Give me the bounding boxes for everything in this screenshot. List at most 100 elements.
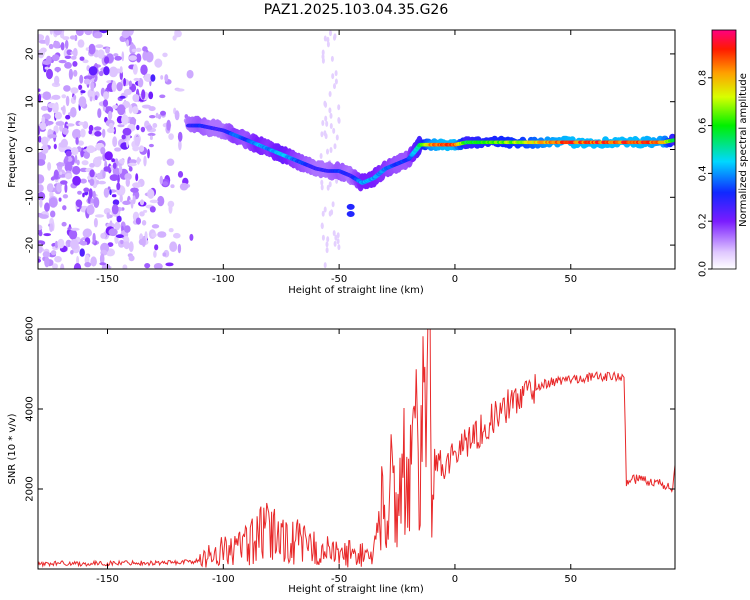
noise-blob <box>332 127 336 134</box>
noise-blob <box>93 217 98 228</box>
noise-blob <box>41 144 49 154</box>
noise-blob <box>84 262 92 268</box>
noise-blob <box>89 163 95 168</box>
noise-blob <box>113 53 119 57</box>
snr-background <box>38 329 675 569</box>
noise-blob <box>61 221 67 227</box>
noise-blob <box>135 47 142 53</box>
noise-blob <box>79 74 84 84</box>
noise-blob <box>38 135 42 143</box>
colorbar-ticks: 0.0 0.2 0.4 0.6 0.8 <box>698 70 712 277</box>
noise-blob <box>132 182 142 188</box>
noise-blob <box>109 174 119 182</box>
noise-blob <box>65 95 70 107</box>
noise-blob <box>38 184 44 193</box>
noise-blob <box>42 251 51 258</box>
noise-blob <box>328 181 332 188</box>
noise-blob <box>108 228 118 237</box>
noise-blob <box>119 95 126 99</box>
noise-blob <box>326 148 329 155</box>
noise-blob <box>141 89 146 100</box>
noise-blob <box>99 30 109 34</box>
noise-blob <box>73 263 82 269</box>
noise-blob <box>54 256 62 263</box>
noise-blob <box>167 200 175 208</box>
noise-blob <box>77 190 82 195</box>
snr-y-tick-label: 4000 <box>25 396 36 421</box>
noise-blob <box>335 134 339 141</box>
noise-blob <box>97 108 102 119</box>
noise-blob <box>331 201 335 208</box>
noise-blob <box>60 180 68 185</box>
noise-blob <box>97 180 106 185</box>
noise-blob <box>154 244 159 251</box>
noise-blob <box>140 126 146 133</box>
noise-blob <box>120 240 124 245</box>
noise-blob <box>78 96 87 108</box>
noise-blob <box>108 189 117 193</box>
noise-blob <box>49 223 54 233</box>
noise-blob <box>102 99 109 107</box>
noise-blob <box>323 262 327 269</box>
noise-blob <box>44 202 50 212</box>
noise-blob <box>116 215 122 223</box>
noise-blob <box>136 156 140 165</box>
snr-x-axis-label: Height of straight line (km) <box>288 584 424 595</box>
noise-blob <box>54 240 59 249</box>
noise-blob <box>58 59 67 64</box>
noise-blob <box>116 182 121 191</box>
noise-blob <box>160 75 164 80</box>
noise-blob <box>44 256 50 268</box>
noise-blob <box>325 241 329 248</box>
noise-blob <box>38 93 42 103</box>
noise-blob <box>320 131 324 138</box>
noise-blob <box>324 133 328 140</box>
noise-blob <box>106 212 110 220</box>
noise-blob <box>82 59 89 64</box>
noise-blob <box>85 47 90 51</box>
noise-blob <box>94 95 98 101</box>
noise-blob <box>59 124 64 132</box>
noise-blob <box>73 69 78 77</box>
noise-blob <box>133 77 140 81</box>
ridge-spur <box>346 203 355 210</box>
noise-blob <box>45 55 52 64</box>
noise-blob <box>38 224 43 231</box>
noise-blob <box>111 194 117 198</box>
noise-blob <box>118 165 123 174</box>
noise-blob <box>119 194 123 203</box>
noise-blob <box>112 167 120 176</box>
noise-blob <box>63 85 71 92</box>
noise-blob <box>88 130 93 135</box>
spectrogram-y-tick-label: 20 <box>25 48 36 61</box>
noise-blob <box>64 162 73 173</box>
noise-blob <box>127 162 137 167</box>
noise-blob <box>69 35 76 40</box>
noise-blob <box>169 241 178 252</box>
noise-blob <box>132 145 140 152</box>
noise-blob <box>112 199 120 206</box>
noise-blob <box>92 190 96 199</box>
noise-blob <box>329 112 333 119</box>
noise-blob <box>128 104 133 114</box>
noise-blob <box>72 165 81 175</box>
noise-blob <box>334 70 338 77</box>
noise-blob <box>146 125 153 131</box>
noise-blob <box>128 241 134 253</box>
noise-blob <box>149 199 159 204</box>
colorbar-tick-label: 0.0 <box>698 261 709 277</box>
noise-blob <box>111 204 119 215</box>
noise-blob <box>89 96 93 102</box>
noise-blob <box>38 258 41 263</box>
noise-blob <box>75 137 79 145</box>
noise-blob <box>80 128 86 138</box>
noise-blob <box>331 73 335 80</box>
noise-blob <box>130 199 134 209</box>
noise-blob <box>154 58 163 68</box>
noise-blob <box>94 214 105 218</box>
noise-blob <box>99 262 106 266</box>
noise-blob <box>44 66 49 70</box>
noise-blob <box>56 182 62 193</box>
noise-blob <box>112 162 117 169</box>
noise-blob <box>334 234 338 241</box>
